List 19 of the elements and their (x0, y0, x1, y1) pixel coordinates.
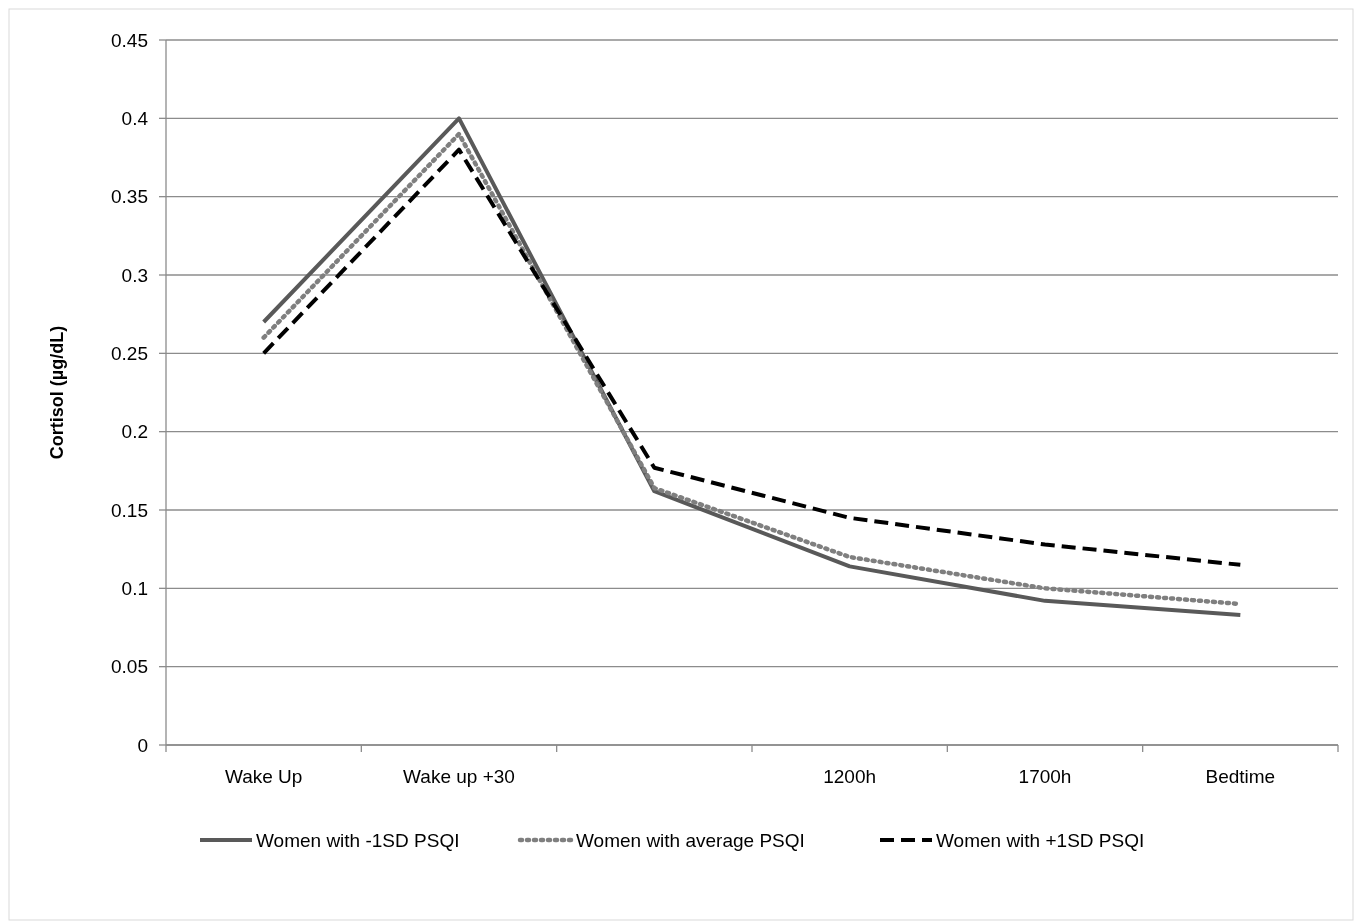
x-tick-label: 1200h (823, 766, 877, 787)
x-tick-label: 1700h (1018, 766, 1072, 787)
y-tick-label: 0.05 (111, 656, 148, 678)
legend-label: Women with +1SD PSQI (936, 829, 1145, 851)
x-tick-label: Wake up +30 (403, 766, 515, 787)
y-tick-label: 0.4 (121, 107, 149, 129)
legend-label: Women with -1SD PSQI (256, 829, 460, 851)
x-tick-label: Bedtime (1205, 766, 1276, 787)
legend-label: Women with average PSQI (576, 829, 805, 851)
y-tick-label: 0.2 (121, 421, 148, 443)
y-tick-label: 0.1 (121, 577, 148, 599)
y-tick-label: 0.45 (111, 29, 148, 51)
y-tick-label: 0.3 (121, 264, 148, 286)
y-tick-label: 0 (137, 734, 148, 756)
y-axis-title: Cortisol (µg/dL) (47, 325, 67, 460)
y-tick-label: 0.25 (111, 342, 148, 364)
y-tick-label: 0.15 (111, 499, 148, 521)
y-tick-label: 0.35 (111, 186, 148, 208)
x-tick-label: Wake Up (224, 766, 303, 787)
